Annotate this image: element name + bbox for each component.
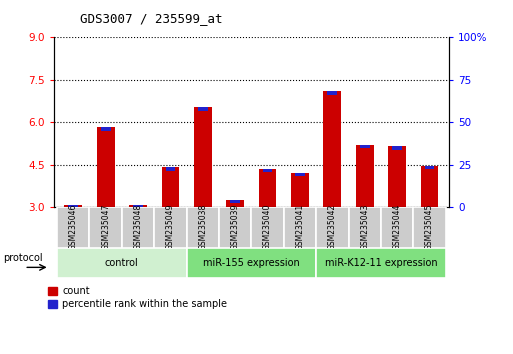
Text: GSM235038: GSM235038 bbox=[199, 204, 207, 250]
Bar bbox=[101, 127, 111, 131]
Bar bbox=[413, 207, 446, 248]
Bar bbox=[388, 146, 406, 207]
Text: GSM235044: GSM235044 bbox=[392, 204, 402, 250]
Text: GDS3007 / 235599_at: GDS3007 / 235599_at bbox=[80, 12, 222, 25]
Bar bbox=[198, 107, 208, 111]
Text: miR-155 expression: miR-155 expression bbox=[203, 258, 300, 268]
Bar bbox=[263, 169, 272, 172]
Bar bbox=[291, 173, 309, 207]
Bar bbox=[57, 207, 89, 248]
Text: GSM235041: GSM235041 bbox=[295, 204, 304, 250]
Text: GSM235049: GSM235049 bbox=[166, 204, 175, 250]
Text: GSM235047: GSM235047 bbox=[101, 204, 110, 250]
Text: GSM235045: GSM235045 bbox=[425, 204, 434, 250]
Text: GSM235039: GSM235039 bbox=[231, 204, 240, 250]
Bar bbox=[68, 205, 78, 207]
Text: control: control bbox=[105, 258, 139, 268]
Text: GSM235046: GSM235046 bbox=[69, 204, 78, 250]
Text: GSM235043: GSM235043 bbox=[360, 204, 369, 250]
Bar bbox=[381, 207, 413, 248]
Bar bbox=[316, 248, 446, 278]
Bar bbox=[421, 166, 438, 207]
Bar bbox=[284, 207, 316, 248]
Bar bbox=[57, 248, 187, 278]
Text: GSM235040: GSM235040 bbox=[263, 204, 272, 250]
Bar bbox=[162, 167, 180, 207]
Text: miR-K12-11 expression: miR-K12-11 expression bbox=[325, 258, 437, 268]
Bar bbox=[251, 207, 284, 248]
Bar bbox=[129, 205, 147, 207]
Bar bbox=[219, 207, 251, 248]
Bar bbox=[316, 207, 348, 248]
Bar bbox=[65, 205, 82, 207]
Text: GSM235042: GSM235042 bbox=[328, 204, 337, 250]
Bar bbox=[259, 169, 277, 207]
Bar bbox=[194, 107, 212, 207]
Bar bbox=[356, 145, 373, 207]
Bar bbox=[295, 173, 305, 176]
Bar bbox=[392, 146, 402, 150]
Bar bbox=[122, 207, 154, 248]
Bar bbox=[89, 207, 122, 248]
Bar bbox=[187, 207, 219, 248]
Bar bbox=[348, 207, 381, 248]
Bar bbox=[230, 200, 240, 203]
Bar bbox=[327, 91, 337, 95]
Text: GSM235048: GSM235048 bbox=[133, 204, 143, 250]
Legend: count, percentile rank within the sample: count, percentile rank within the sample bbox=[48, 286, 227, 309]
Bar bbox=[187, 248, 316, 278]
Bar bbox=[154, 207, 187, 248]
Bar bbox=[360, 145, 369, 148]
Text: protocol: protocol bbox=[3, 253, 42, 263]
Bar bbox=[97, 127, 114, 207]
Bar bbox=[323, 91, 341, 207]
Bar bbox=[425, 166, 435, 169]
Bar bbox=[133, 205, 143, 207]
Bar bbox=[226, 200, 244, 207]
Bar bbox=[166, 167, 175, 171]
